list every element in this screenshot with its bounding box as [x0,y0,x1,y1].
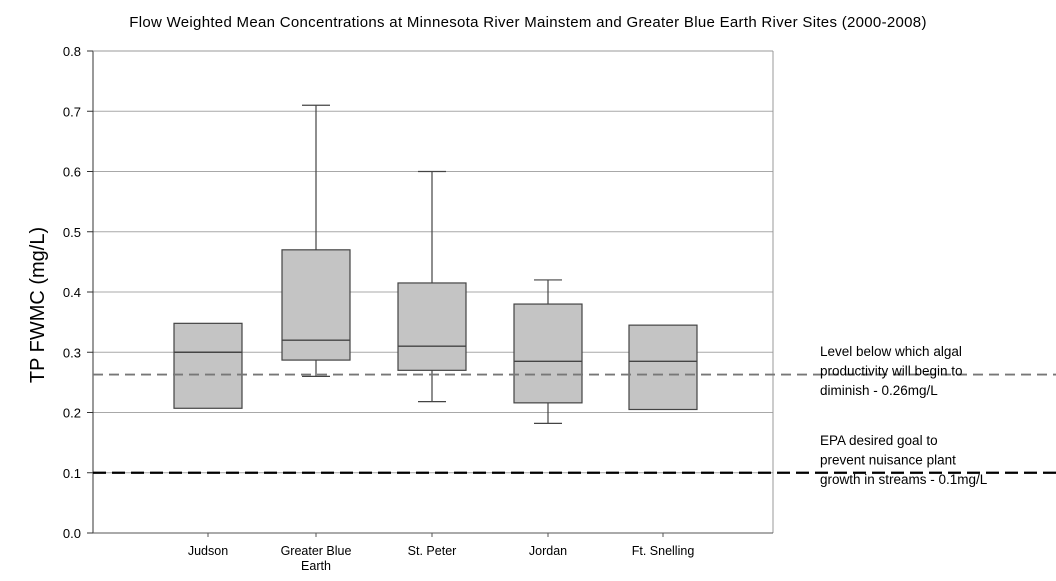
box-4 [628,324,698,411]
reference-line-label: growth in streams - 0.1mg/L [820,472,988,487]
x-category-label: Ft. Snelling [632,544,695,558]
box-2 [397,170,467,403]
y-tick-label: 0.1 [63,466,81,481]
y-tick-label: 0.4 [63,285,81,300]
reference-line-label: Level below which algal [820,344,962,359]
x-category-label: Earth [301,559,331,573]
x-category-label: Greater Blue [281,544,352,558]
box-iqr [281,249,351,361]
reference-line-label: diminish - 0.26mg/L [820,383,938,398]
boxes [173,104,698,424]
y-tick-label: 0.0 [63,526,81,541]
y-axis-title: TP FWMC (mg/L) [27,227,49,383]
y-tick-label: 0.5 [63,225,81,240]
y-tick-label: 0.8 [63,44,81,59]
x-category-label: Jordan [529,544,567,558]
y-tick-label: 0.7 [63,104,81,119]
y-tick-label: 0.6 [63,165,81,180]
box-0 [173,322,243,409]
reference-line-label: productivity will begin to [820,364,963,379]
box-3 [513,279,583,424]
box-iqr [397,282,467,371]
x-category-label: Judson [188,544,228,558]
chart-title: Flow Weighted Mean Concentrations at Min… [129,14,927,31]
box-iqr [628,324,698,411]
x-category-label: St. Peter [408,544,457,558]
y-tick-label: 0.2 [63,406,81,421]
y-tick-label: 0.3 [63,345,81,360]
reference-line-label: prevent nuisance plant [820,453,956,468]
reference-lines: Level below which algal productivity will… [93,344,1056,487]
y-axis: 0.0 0.1 0.2 0.3 0.4 0.5 0.6 0.7 0.8 [63,44,93,541]
box-1 [281,104,351,377]
box-iqr [513,303,583,404]
box-iqr [173,322,243,409]
reference-line-label: EPA desired goal to [820,433,938,448]
